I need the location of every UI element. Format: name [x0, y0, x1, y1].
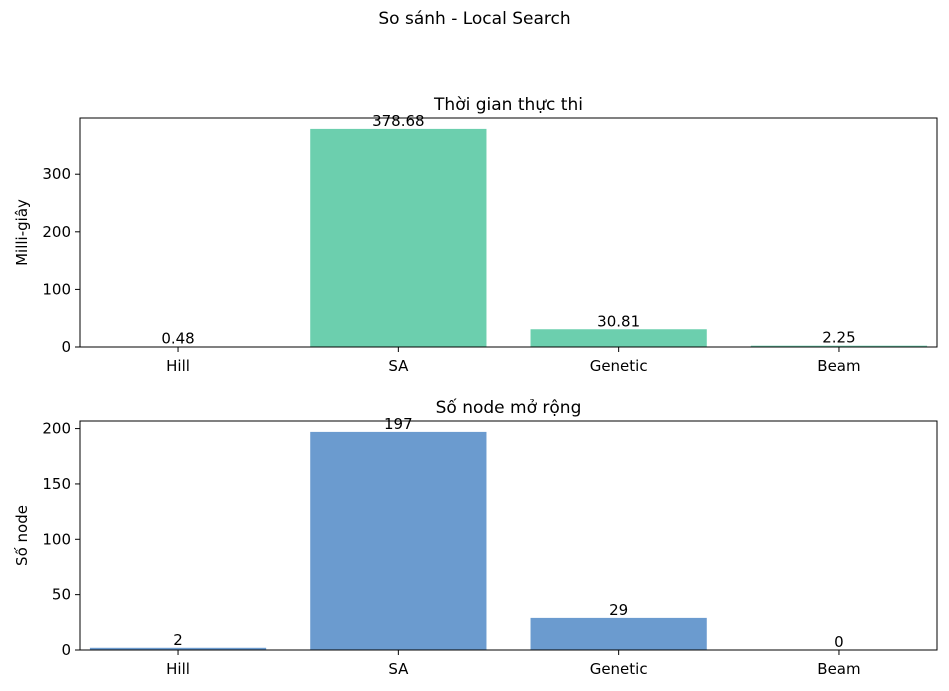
y-tick-label: 300	[42, 165, 71, 183]
x-tick-label: Hill	[166, 357, 190, 375]
subplot-title: Số node mở rộng	[436, 397, 582, 418]
bar-hill	[89, 647, 267, 650]
y-tick-label: 150	[42, 475, 71, 493]
x-tick-label: SA	[388, 357, 409, 375]
y-tick-label: 100	[42, 530, 71, 548]
value-label: 378.68	[372, 112, 425, 130]
y-tick-label: 50	[52, 586, 71, 604]
x-tick-label: Genetic	[590, 660, 648, 678]
value-label: 0	[834, 633, 844, 651]
y-tick-label: 0	[61, 338, 71, 356]
y-tick-label: 100	[42, 280, 71, 298]
y-tick-label: 0	[61, 641, 71, 659]
bar-sa	[310, 431, 487, 650]
bar-beam	[750, 345, 928, 347]
value-label: 2.25	[822, 329, 855, 347]
y-tick-label: 200	[42, 223, 71, 241]
y-axis-label: Số node	[13, 505, 31, 566]
axes-frame	[79, 117, 938, 348]
bar-genetic	[530, 329, 707, 347]
bar-sa	[310, 128, 487, 347]
value-label: 2	[173, 631, 183, 649]
value-label: 197	[384, 415, 413, 433]
y-tick-label: 200	[42, 420, 71, 438]
axes-frame	[79, 420, 938, 651]
x-tick-label: Beam	[817, 357, 860, 375]
value-label: 29	[609, 601, 628, 619]
figure-title: So sánh - Local Search	[378, 9, 571, 29]
x-tick-label: Hill	[166, 660, 190, 678]
subplot-title: Thời gian thực thi	[433, 95, 583, 115]
y-axis-label: Milli-giây	[13, 199, 31, 266]
bar-genetic	[530, 617, 707, 650]
x-tick-label: Beam	[817, 660, 860, 678]
value-label: 0.48	[161, 330, 194, 348]
x-tick-label: Genetic	[590, 357, 648, 375]
value-label: 30.81	[597, 312, 640, 330]
x-tick-label: SA	[388, 660, 409, 678]
